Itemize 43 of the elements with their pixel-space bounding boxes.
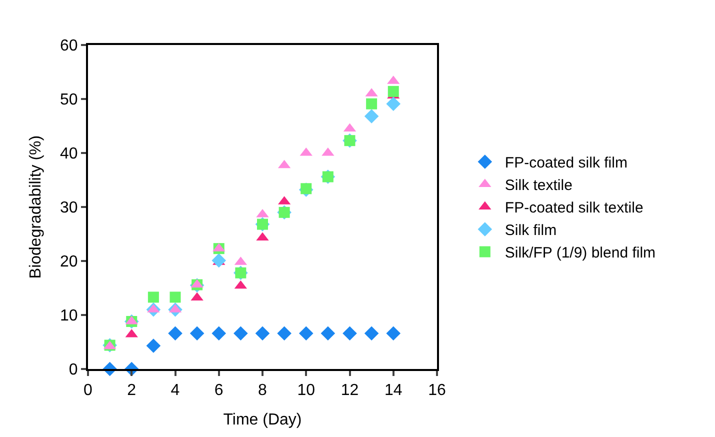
x-tick-label: 16 (428, 382, 446, 400)
y-tick-label: 20 (60, 254, 78, 271)
y-tick-label: 10 (60, 308, 78, 325)
point (298, 326, 314, 341)
x-tick-label: 6 (214, 382, 224, 400)
point (212, 253, 226, 268)
point (364, 326, 379, 341)
point (255, 326, 270, 341)
legend-label: FP-coated silk textile (504, 200, 644, 217)
y-tick-label: 30 (60, 200, 78, 217)
x-tick-label: 10 (297, 382, 316, 400)
point (388, 86, 399, 97)
y-tick-label: 40 (60, 146, 78, 163)
point (168, 326, 182, 341)
legend-label: Silk/FP (1/9) blend film (504, 244, 656, 262)
point (386, 326, 401, 341)
x-axis-title: Time (Day) (223, 411, 302, 428)
x-tick-label: 8 (258, 382, 268, 400)
point (364, 109, 379, 124)
x-tick-label: 12 (340, 382, 359, 400)
point (170, 292, 181, 303)
point (386, 96, 401, 112)
y-tick-label: 50 (60, 92, 78, 109)
point (212, 326, 226, 341)
point (300, 183, 312, 194)
y-axis-title: Biodegradability (%) (27, 135, 44, 279)
point (146, 338, 161, 353)
x-tick-label: 0 (84, 382, 93, 400)
y-tick-label: 0 (68, 362, 78, 379)
legend-label: FP-coated silk film (504, 154, 628, 172)
point (234, 326, 248, 341)
point (148, 292, 159, 303)
point (342, 326, 357, 341)
point (366, 98, 378, 110)
x-tick-label: 2 (127, 382, 136, 400)
legend-label: Silk textile (504, 177, 572, 194)
y-tick-label: 60 (60, 38, 78, 55)
point (320, 326, 336, 341)
point (190, 326, 204, 341)
point (277, 326, 292, 341)
legend-label: Silk film (504, 222, 557, 240)
x-tick-label: 4 (170, 382, 180, 400)
x-tick-label: 14 (384, 382, 402, 400)
